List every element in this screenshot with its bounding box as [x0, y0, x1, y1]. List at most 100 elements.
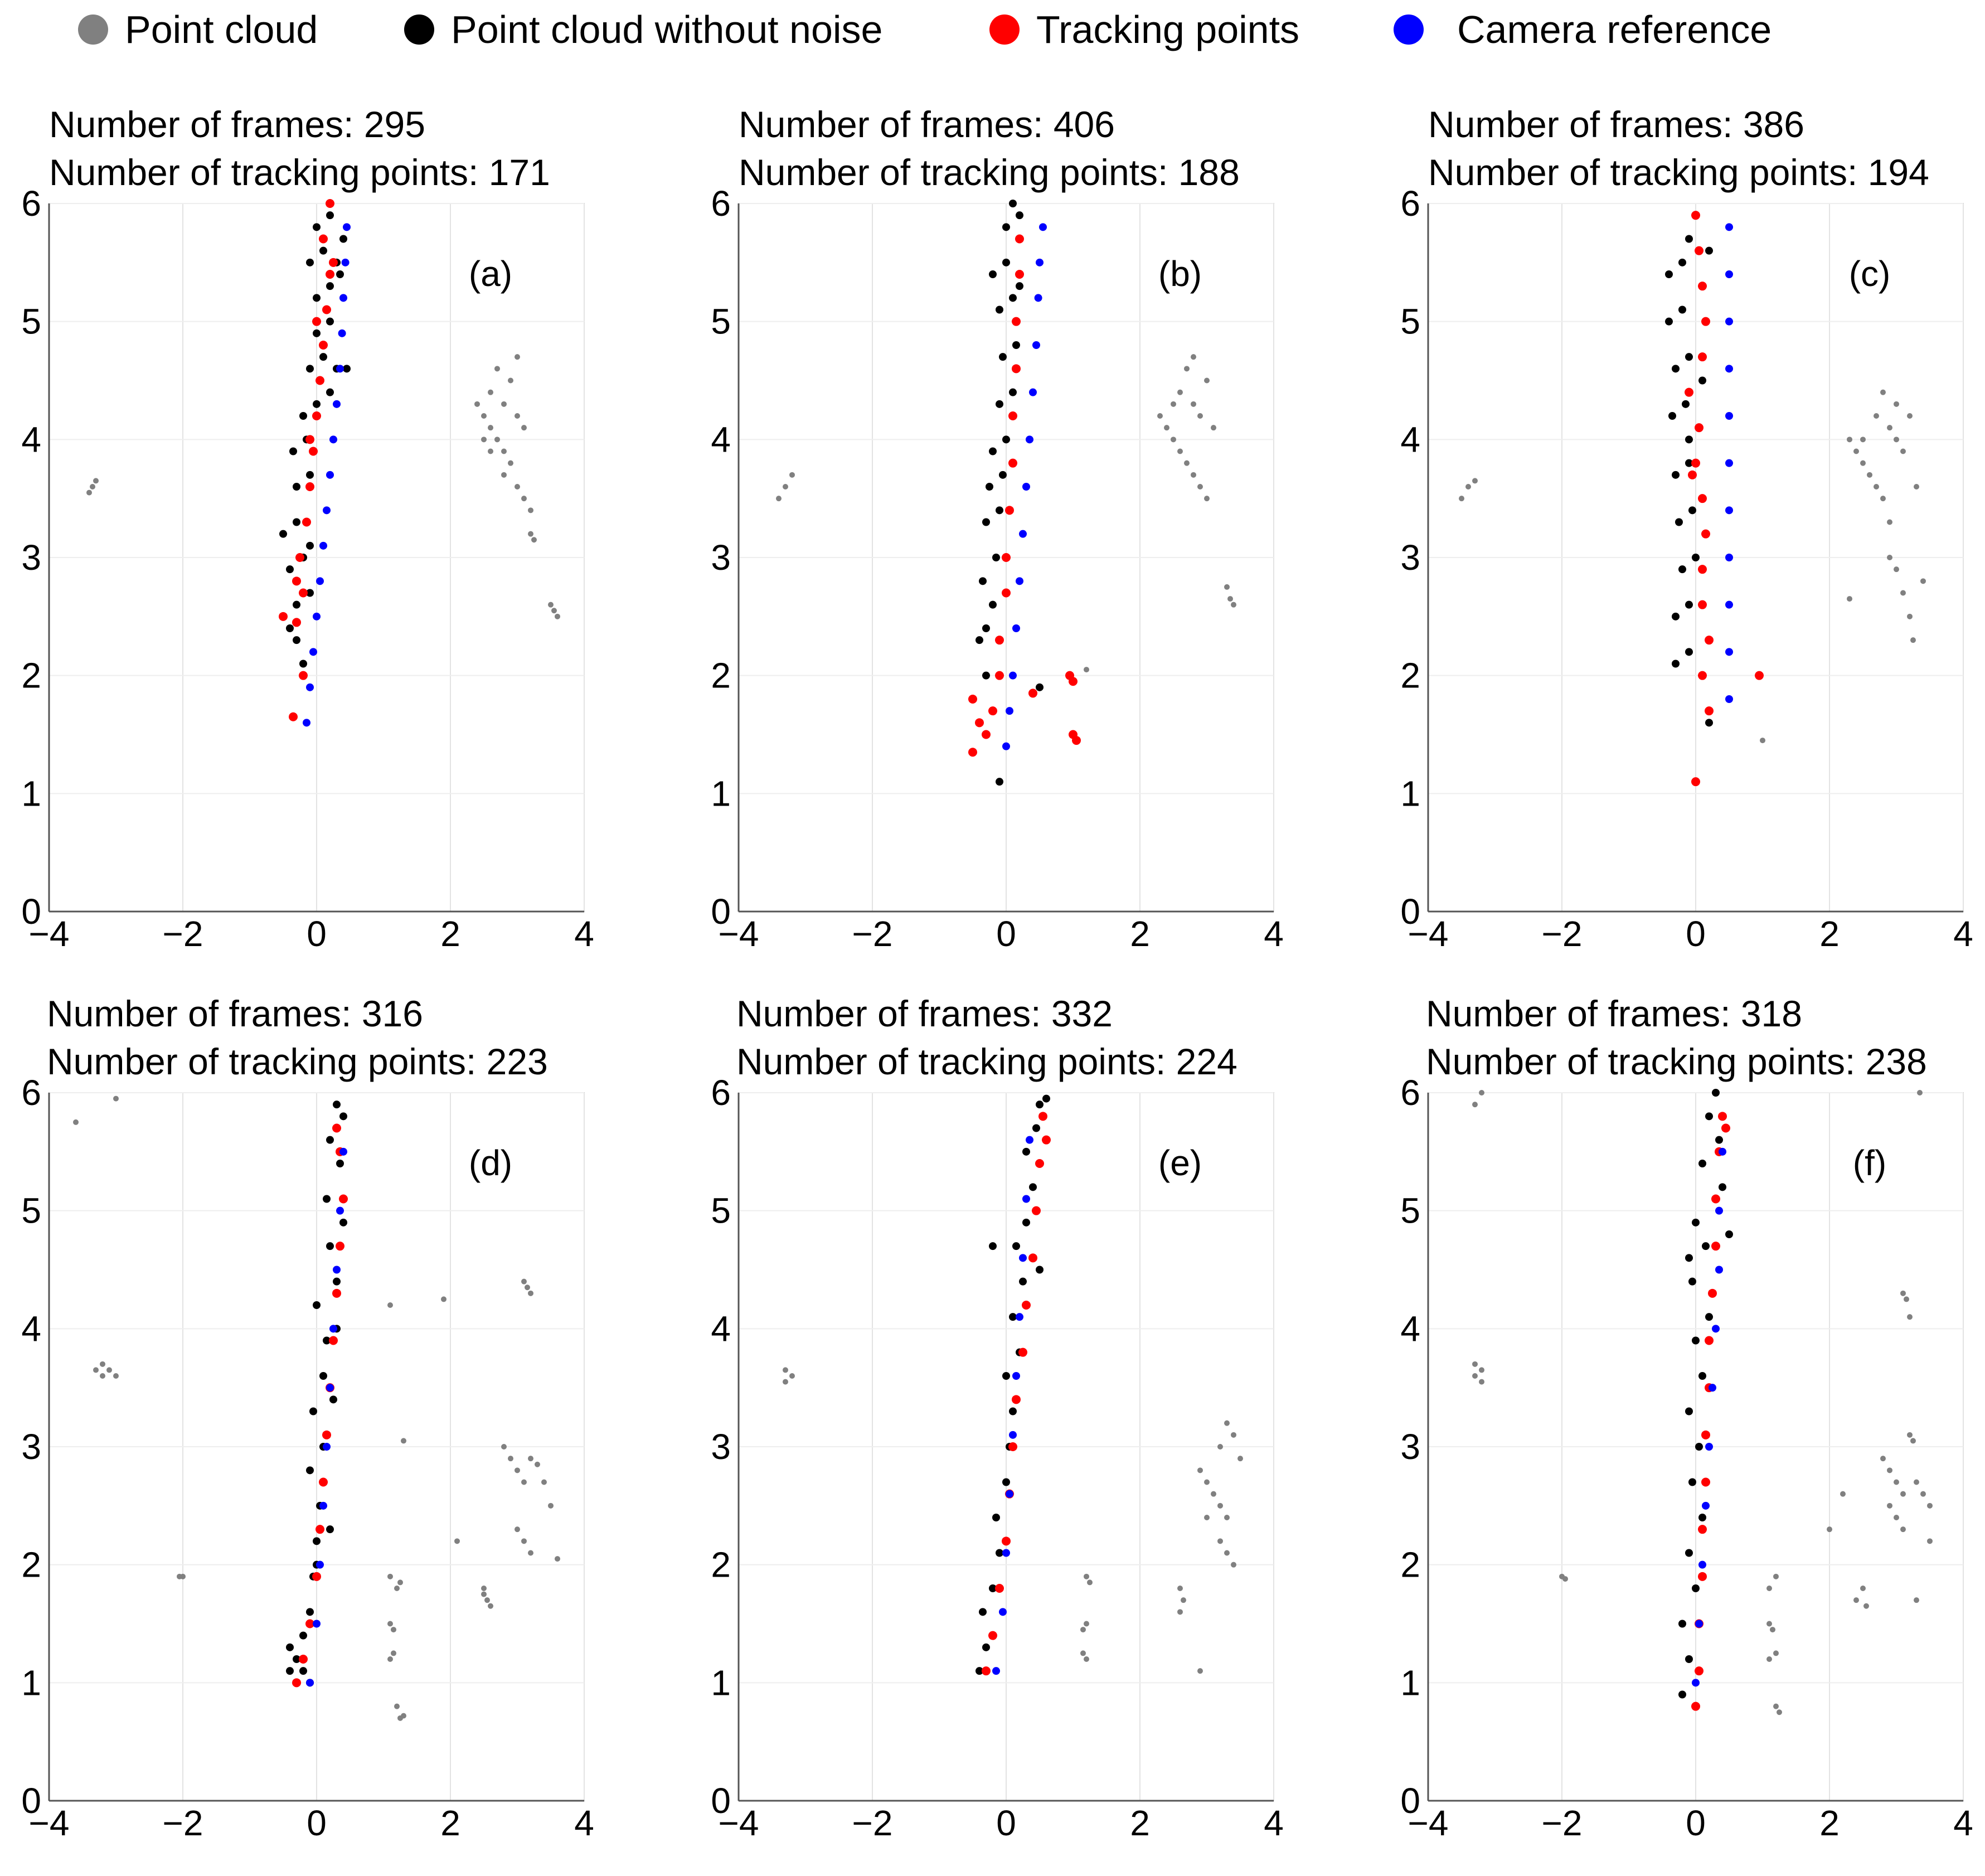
- data-point: [1755, 671, 1764, 680]
- data-point: [548, 1502, 554, 1509]
- data-point: [329, 1325, 337, 1333]
- data-point: [1894, 1515, 1899, 1520]
- data-point: [1705, 1443, 1713, 1451]
- x-tick-label: 0: [307, 914, 327, 954]
- data-point: [1894, 1479, 1899, 1485]
- frames-count-text: Number of frames: 316: [47, 993, 423, 1034]
- data-point: [303, 719, 310, 727]
- tracking-points-count-text: Number of tracking points: 238: [1426, 1041, 1927, 1082]
- y-tick-label: 4: [1400, 419, 1420, 459]
- data-point: [1914, 484, 1919, 489]
- data-point: [982, 518, 990, 526]
- data-point: [982, 1643, 990, 1651]
- data-point: [1012, 1395, 1021, 1404]
- data-point: [535, 1461, 540, 1467]
- data-point: [1005, 506, 1014, 515]
- data-point: [1698, 1160, 1706, 1167]
- data-point: [1698, 1560, 1706, 1569]
- data-point: [1084, 1656, 1089, 1662]
- data-point: [1698, 1514, 1706, 1521]
- data-point: [387, 1621, 393, 1627]
- data-point: [316, 577, 324, 585]
- data-point: [1479, 1367, 1484, 1373]
- data-point: [1084, 1573, 1089, 1579]
- data-point: [995, 636, 1004, 645]
- data-point: [336, 1160, 344, 1167]
- data-point: [488, 425, 493, 431]
- y-tick-label: 5: [711, 302, 731, 342]
- data-point: [1692, 1679, 1700, 1687]
- data-point: [992, 1514, 1000, 1521]
- y-tick-label: 6: [1400, 183, 1420, 224]
- data-point: [528, 507, 533, 513]
- data-point: [295, 553, 304, 562]
- data-point: [1701, 529, 1710, 539]
- data-point: [106, 1367, 112, 1373]
- data-point: [1685, 459, 1693, 467]
- y-tick-label: 0: [711, 1781, 731, 1821]
- data-point: [1022, 1147, 1030, 1156]
- data-point: [1688, 470, 1697, 479]
- data-point: [1036, 1101, 1044, 1109]
- data-point: [1080, 1627, 1086, 1633]
- data-point: [992, 554, 1000, 561]
- data-point: [501, 1444, 507, 1450]
- data-point: [1725, 317, 1733, 326]
- data-point: [299, 1655, 308, 1664]
- data-point: [299, 1631, 307, 1640]
- data-point: [1766, 1621, 1772, 1627]
- data-point: [1725, 506, 1733, 515]
- data-point: [299, 660, 307, 668]
- data-point: [1032, 1206, 1041, 1215]
- data-point: [528, 1550, 533, 1556]
- x-tick-label: 0: [996, 914, 1016, 954]
- data-point: [312, 1572, 321, 1581]
- data-point: [1002, 223, 1010, 231]
- data-point: [1701, 1477, 1710, 1487]
- y-tick-label: 1: [21, 1662, 41, 1703]
- data-point: [1026, 435, 1033, 444]
- data-point: [1766, 1586, 1772, 1591]
- data-point: [1479, 1090, 1484, 1095]
- data-point: [299, 588, 308, 598]
- data-point: [312, 411, 321, 420]
- data-point: [93, 478, 99, 484]
- data-point: [481, 413, 487, 419]
- data-point: [1080, 1650, 1086, 1656]
- data-point: [1698, 282, 1707, 291]
- data-point: [1028, 1253, 1037, 1263]
- data-point: [1678, 258, 1686, 266]
- data-point: [1711, 1242, 1720, 1251]
- panel-c: Number of frames: 386 Number of tracking…: [1379, 100, 1985, 987]
- data-point: [1900, 448, 1906, 454]
- data-point: [1002, 1372, 1010, 1380]
- x-tick-label: −2: [163, 914, 203, 954]
- data-point: [1002, 258, 1010, 266]
- panel-label: (a): [469, 254, 512, 294]
- data-point: [299, 671, 308, 680]
- data-point: [100, 1361, 105, 1367]
- data-point: [1472, 1373, 1478, 1379]
- data-point: [86, 489, 92, 496]
- data-point: [515, 413, 520, 419]
- data-point: [783, 484, 788, 489]
- data-point: [1907, 413, 1913, 419]
- data-point: [1042, 1135, 1051, 1145]
- data-point: [979, 577, 987, 585]
- data-point: [1479, 1379, 1484, 1385]
- data-point: [501, 448, 507, 454]
- data-point: [1701, 1430, 1710, 1439]
- data-point: [1708, 1288, 1717, 1298]
- data-point: [326, 317, 334, 326]
- data-point: [1725, 1230, 1733, 1238]
- data-point: [1036, 683, 1044, 691]
- data-point: [1211, 1491, 1216, 1497]
- data-point: [989, 600, 997, 609]
- data-point: [1705, 636, 1714, 645]
- data-point: [1887, 1467, 1892, 1473]
- panel-info: Number of frames: 386 Number of tracking…: [1428, 100, 1929, 196]
- data-point: [1712, 1089, 1720, 1097]
- data-point: [982, 1666, 991, 1676]
- data-point: [1002, 435, 1010, 444]
- data-point: [313, 329, 321, 337]
